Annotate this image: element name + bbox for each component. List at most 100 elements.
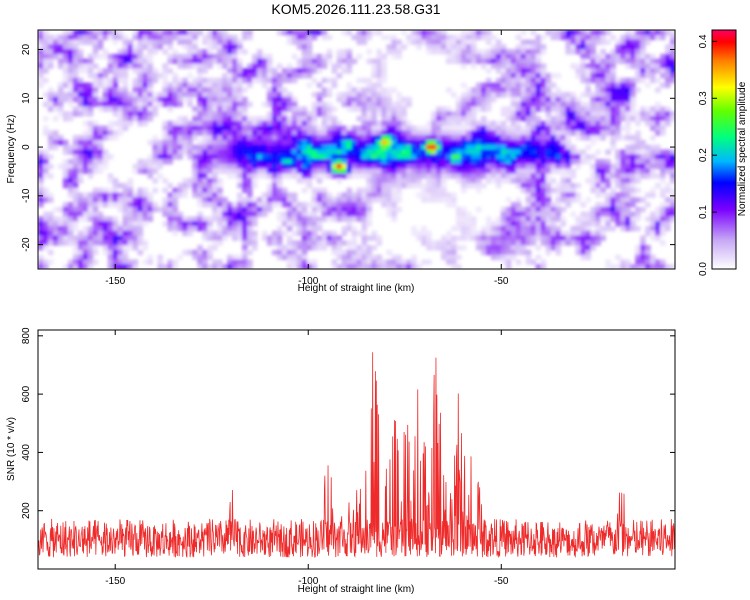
heatmap-cell <box>227 264 233 269</box>
figure-title: KOM5.2026.111.23.58.G31 <box>271 1 440 17</box>
heatmap-cell <box>242 73 248 79</box>
heatmap-cell <box>655 87 661 93</box>
heatmap-cell <box>610 92 616 98</box>
heatmap-cell <box>87 92 94 98</box>
heatmap-cell <box>475 144 482 151</box>
heatmap-cell <box>321 230 328 237</box>
heatmap-cell <box>635 135 641 141</box>
heatmap-cell <box>271 68 278 74</box>
heatmap-cell <box>102 87 109 93</box>
heatmap-cell <box>431 120 437 127</box>
heatmap-cell <box>525 58 532 65</box>
heatmap-cell <box>271 101 278 108</box>
heatmap-cell <box>306 230 313 237</box>
heatmap-cell <box>87 202 94 208</box>
heatmap-cell <box>490 92 497 98</box>
heatmap-cell <box>505 92 512 98</box>
heatmap-cell <box>461 30 467 36</box>
heatmap-cell <box>232 221 238 227</box>
heatmap-cell <box>660 202 666 208</box>
heatmap-cell <box>256 202 263 208</box>
heatmap-cell <box>107 106 114 112</box>
heatmap-cell <box>535 139 542 146</box>
heatmap-cell <box>590 39 596 45</box>
heatmap-cell <box>555 182 562 189</box>
heatmap-cell <box>465 154 472 160</box>
heatmap-cell <box>465 225 472 232</box>
heatmap-cell <box>475 120 482 127</box>
heatmap-cell <box>381 202 387 208</box>
heatmap-cell <box>475 178 482 184</box>
heatmap-cell <box>426 187 432 194</box>
heatmap-cell <box>247 202 253 208</box>
heatmap-cell <box>600 96 606 103</box>
heatmap-cell <box>550 139 557 146</box>
heatmap-cell <box>436 44 442 50</box>
heatmap-cell <box>411 125 417 131</box>
heatmap-cell <box>87 96 94 103</box>
heatmap-cell <box>650 73 656 79</box>
heatmap-cell <box>212 149 218 155</box>
heatmap-cell <box>470 106 477 112</box>
heatmap-cell <box>630 30 636 36</box>
heatmap-cell <box>62 68 69 74</box>
heatmap-cell <box>670 211 675 218</box>
heatmap-cell <box>52 92 59 98</box>
heatmap-cell <box>47 58 54 65</box>
heatmap-cell <box>82 68 89 74</box>
heatmap-cell <box>540 63 547 69</box>
heatmap-cell <box>256 149 263 155</box>
heatmap-cell <box>565 235 572 241</box>
heatmap-cell <box>401 130 407 136</box>
heatmap-cell <box>446 202 452 208</box>
heatmap-cell <box>510 221 517 227</box>
heatmap-cell <box>261 144 268 151</box>
heatmap-cell <box>470 58 477 65</box>
heatmap-cell <box>470 34 477 41</box>
heatmap-cell <box>535 225 542 232</box>
heatmap-cell <box>47 49 54 55</box>
heatmap-cell <box>451 135 457 141</box>
heatmap-cell <box>391 178 397 184</box>
heatmap-cell <box>645 154 651 160</box>
heatmap-cell <box>47 173 54 179</box>
heatmap-cell <box>172 49 178 55</box>
heatmap-cell <box>670 73 675 79</box>
heatmap-cell <box>306 82 313 88</box>
heatmap-cell <box>212 111 218 117</box>
heatmap-cell <box>451 264 457 269</box>
heatmap-cell <box>376 58 382 65</box>
heatmap-cell <box>645 163 651 170</box>
heatmap-cell <box>426 178 432 184</box>
heatmap-cell <box>197 168 203 174</box>
heatmap-cell <box>152 111 159 117</box>
heatmap-cell <box>237 73 243 79</box>
heatmap-cell <box>361 254 368 261</box>
heatmap-cell <box>261 211 268 218</box>
heatmap-cell <box>436 135 442 141</box>
heatmap-cell <box>500 154 507 160</box>
heatmap-cell <box>242 235 248 241</box>
heatmap-cell <box>311 111 318 117</box>
heatmap-cell <box>251 245 258 251</box>
heatmap-cell <box>177 216 183 222</box>
heatmap-cell <box>480 34 487 41</box>
heatmap-cell <box>371 125 378 131</box>
heatmap-cell <box>560 192 567 198</box>
heatmap-cell <box>470 225 477 232</box>
heatmap-cell <box>217 168 223 174</box>
heatmap-cell <box>112 106 119 112</box>
heatmap-cell <box>376 192 382 198</box>
heatmap-cell <box>505 49 512 55</box>
heatmap-cell <box>451 139 457 146</box>
heatmap-cell <box>451 125 457 131</box>
heatmap-cell <box>38 216 44 222</box>
heatmap-cell <box>172 197 178 203</box>
heatmap-cell <box>132 77 139 84</box>
heatmap-cell <box>361 130 368 136</box>
heatmap-cell <box>356 53 363 60</box>
heatmap-cell <box>456 245 462 251</box>
heatmap-cell <box>117 96 124 103</box>
heatmap-cell <box>207 116 213 122</box>
heatmap-cell <box>585 34 591 41</box>
